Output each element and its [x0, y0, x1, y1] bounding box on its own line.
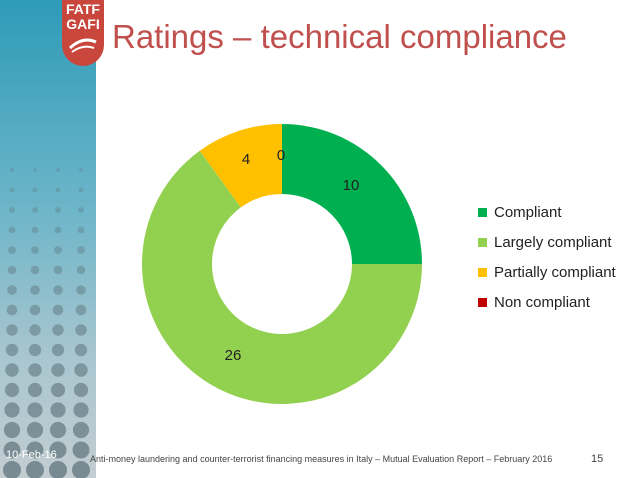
slide-date: 10-Feb-16 — [6, 449, 57, 461]
donut-slice-largely-compliant — [142, 150, 423, 404]
decorative-dot — [5, 363, 19, 377]
page-number: 15 — [591, 453, 604, 465]
donut-slice-compliant — [282, 124, 422, 264]
decorative-dot — [54, 226, 62, 234]
fatf-gafi-logo: FATF GAFI — [62, 0, 104, 66]
slide-footer: Anti-money laundering and counter-terror… — [90, 454, 553, 464]
decorative-dot — [55, 187, 61, 193]
decorative-dot — [72, 461, 90, 478]
decorative-dot — [78, 187, 84, 193]
decorative-dot — [79, 168, 83, 172]
legend-swatch — [478, 267, 487, 277]
decorative-dot — [28, 343, 42, 357]
decorative-dot — [77, 226, 85, 234]
decorative-dot — [31, 226, 39, 234]
decorative-dot — [28, 363, 42, 377]
decorative-dot — [33, 168, 37, 172]
decorative-dot — [30, 265, 40, 275]
decorative-dot — [49, 421, 67, 439]
decorative-dot — [76, 285, 86, 295]
decorative-dot — [50, 402, 66, 418]
decorative-dot — [72, 441, 90, 459]
decorative-dot — [6, 324, 18, 336]
decorative-dot — [49, 441, 67, 459]
chart-legend: Compliant Largely compliant Partially comp… — [478, 197, 616, 317]
legend-item-non-compliant: Non compliant — [478, 287, 616, 317]
logo-swoosh-icon — [69, 38, 97, 53]
decorative-dot — [6, 304, 18, 316]
decorative-dot — [7, 285, 17, 295]
decorative-dot — [54, 246, 62, 254]
decorative-dot — [56, 168, 60, 172]
decorative-dot — [26, 461, 44, 478]
data-label-largely-compliant: 26 — [225, 347, 242, 364]
data-label-non-compliant: 0 — [277, 147, 285, 164]
legend-item-compliant: Compliant — [478, 197, 616, 227]
decorative-dot — [77, 246, 85, 254]
decorative-dot — [55, 207, 61, 213]
decorative-dot — [74, 343, 88, 357]
decorative-dot — [26, 421, 44, 439]
decorative-dot — [29, 304, 41, 316]
decorative-dot — [32, 207, 38, 213]
decorative-dot — [49, 461, 67, 478]
decorative-dot — [27, 402, 43, 418]
decorative-dot — [9, 187, 15, 193]
decorative-dot — [51, 363, 65, 377]
decorative-dot — [72, 421, 90, 439]
decorative-dot — [31, 246, 39, 254]
data-label-partially-compliant: 4 — [242, 151, 250, 168]
decorative-dot — [53, 285, 63, 295]
decorative-sidebar — [0, 0, 96, 478]
legend-label: Non compliant — [494, 293, 590, 311]
decorative-dot — [8, 246, 16, 254]
decorative-dot — [29, 324, 41, 336]
decorative-dot — [75, 324, 87, 336]
legend-label: Partially compliant — [494, 263, 616, 281]
decorative-dot — [73, 402, 89, 418]
decorative-dot — [9, 207, 15, 213]
decorative-dot — [76, 265, 86, 275]
decorative-dot — [32, 187, 38, 193]
logo-text-line1: FATF — [66, 1, 100, 17]
legend-swatch — [478, 297, 487, 307]
legend-label: Compliant — [494, 203, 562, 221]
legend-swatch — [478, 207, 487, 217]
legend-swatch — [478, 237, 487, 247]
decorative-dot — [78, 207, 84, 213]
decorative-dot — [26, 441, 44, 459]
decorative-dot — [7, 265, 17, 275]
decorative-dot — [8, 226, 16, 234]
logo-text-line2: GAFI — [66, 16, 100, 32]
dot-pattern — [3, 168, 90, 478]
decorative-dot — [74, 363, 88, 377]
data-label-compliant: 10 — [343, 177, 360, 194]
decorative-dot — [4, 402, 20, 418]
decorative-dot — [51, 343, 65, 357]
decorative-dot — [3, 421, 21, 439]
decorative-dot — [52, 324, 64, 336]
donut-slice-partially-compliant — [199, 124, 282, 208]
decorative-dot — [3, 441, 21, 459]
decorative-dot — [4, 382, 20, 398]
decorative-dot — [53, 265, 63, 275]
decorative-dot — [50, 382, 66, 398]
legend-item-partially-compliant: Partially compliant — [478, 257, 616, 287]
legend-item-largely-compliant: Largely compliant — [478, 227, 616, 257]
decorative-dot — [3, 461, 21, 478]
decorative-dot — [10, 168, 14, 172]
decorative-dot — [5, 343, 19, 357]
slide-title: Ratings – technical compliance — [112, 18, 567, 55]
decorative-dot — [30, 285, 40, 295]
decorative-dot — [73, 382, 89, 398]
decorative-dot — [75, 304, 87, 316]
decorative-dot — [52, 304, 64, 316]
donut-chart: 10 26 4 0 — [142, 124, 423, 404]
decorative-dot — [27, 382, 43, 398]
legend-label: Largely compliant — [494, 233, 612, 251]
